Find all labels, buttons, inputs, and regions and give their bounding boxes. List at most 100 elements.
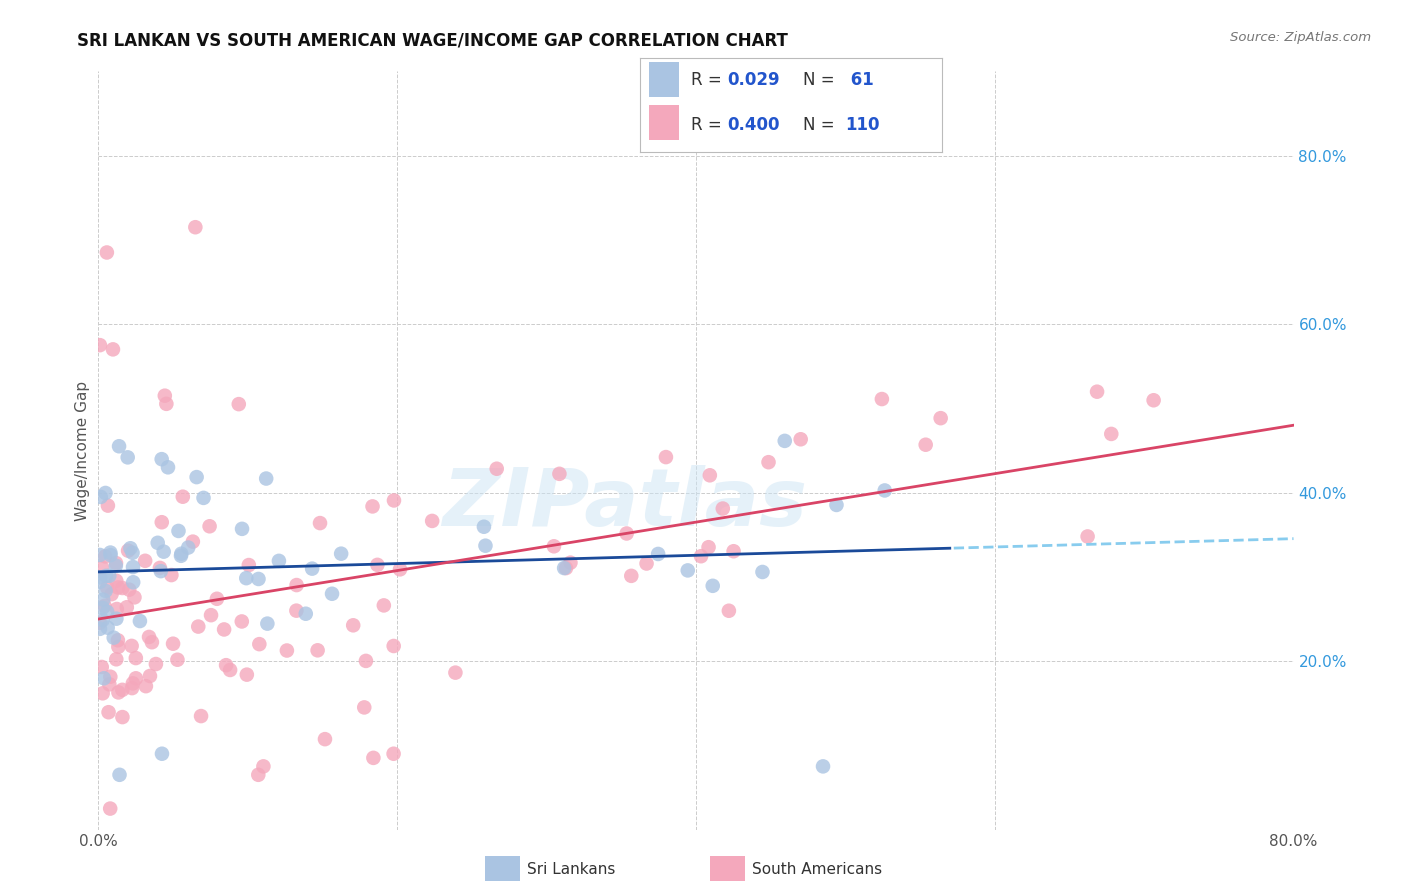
Point (89, 338, 111, 352)
Text: 61: 61 (845, 71, 875, 89)
Point (420, 514, 443, 528)
Point (91, 613, 114, 627)
Point (89, 574, 111, 589)
Point (276, 643, 298, 657)
Point (129, 614, 152, 628)
Point (354, 654, 377, 668)
Point (870, 392, 893, 406)
Point (200, 608, 222, 623)
Point (135, 679, 157, 693)
Point (717, 604, 740, 618)
Point (560, 556, 582, 570)
Point (382, 493, 405, 508)
Point (120, 541, 142, 556)
Point (125, 671, 148, 685)
Point (90, 490, 112, 504)
Point (811, 759, 834, 773)
Point (96, 245, 118, 260)
Point (117, 543, 139, 558)
Text: South Americans: South Americans (752, 863, 883, 877)
Point (103, 631, 125, 645)
Bar (648, 62, 679, 97)
Point (690, 549, 713, 564)
Point (111, 581, 134, 595)
Text: Sri Lankans: Sri Lankans (527, 863, 616, 877)
Point (247, 572, 270, 586)
Point (108, 768, 131, 782)
Point (145, 657, 167, 671)
Point (873, 483, 896, 498)
Point (553, 561, 575, 575)
Point (205, 591, 228, 606)
Text: 0.400: 0.400 (727, 117, 780, 135)
Point (252, 759, 274, 773)
Point (115, 600, 138, 615)
Point (124, 591, 146, 605)
Point (121, 639, 143, 653)
Point (105, 602, 128, 616)
Point (231, 522, 253, 536)
Point (104, 558, 127, 573)
Point (160, 568, 183, 582)
Point (111, 682, 134, 697)
Point (555, 561, 578, 575)
Point (141, 635, 163, 649)
Point (152, 544, 174, 558)
Point (89, 622, 111, 636)
Point (101, 343, 124, 357)
Point (105, 612, 128, 626)
Point (1077, 529, 1099, 543)
Point (256, 616, 278, 631)
Point (307, 643, 329, 657)
Point (187, 619, 209, 633)
Point (184, 220, 207, 235)
Point (247, 637, 270, 651)
Point (228, 397, 250, 411)
Point (94, 486, 117, 500)
Point (309, 516, 332, 530)
Point (107, 640, 129, 654)
Point (91, 592, 114, 607)
Point (825, 498, 848, 512)
Point (134, 554, 156, 568)
Text: N =: N = (803, 117, 839, 135)
Point (98, 670, 121, 684)
Point (186, 470, 208, 484)
Point (789, 432, 811, 446)
Point (353, 700, 375, 714)
Point (190, 709, 212, 723)
Text: N =: N = (803, 71, 839, 89)
Point (697, 540, 720, 554)
Point (170, 549, 193, 563)
Point (98, 568, 121, 582)
Point (361, 500, 384, 514)
Text: Source: ZipAtlas.com: Source: ZipAtlas.com (1230, 31, 1371, 45)
Point (100, 587, 122, 601)
Point (90, 660, 112, 674)
Point (236, 667, 259, 681)
Point (98, 677, 121, 691)
Point (699, 468, 721, 483)
Point (474, 539, 496, 553)
Point (153, 389, 176, 403)
Point (321, 587, 343, 601)
Point (676, 563, 699, 577)
Point (231, 615, 253, 629)
Point (238, 558, 260, 572)
Point (107, 685, 129, 699)
Point (155, 397, 177, 411)
Point (382, 747, 405, 761)
Point (366, 558, 388, 572)
Point (107, 633, 129, 648)
Point (91, 601, 114, 615)
Point (181, 534, 204, 549)
Point (121, 546, 143, 560)
Point (472, 520, 495, 534)
Point (285, 578, 308, 592)
Point (93, 671, 115, 685)
Point (620, 569, 643, 583)
Point (929, 411, 952, 425)
Point (96, 605, 118, 619)
Point (105, 556, 128, 570)
Point (121, 681, 143, 695)
